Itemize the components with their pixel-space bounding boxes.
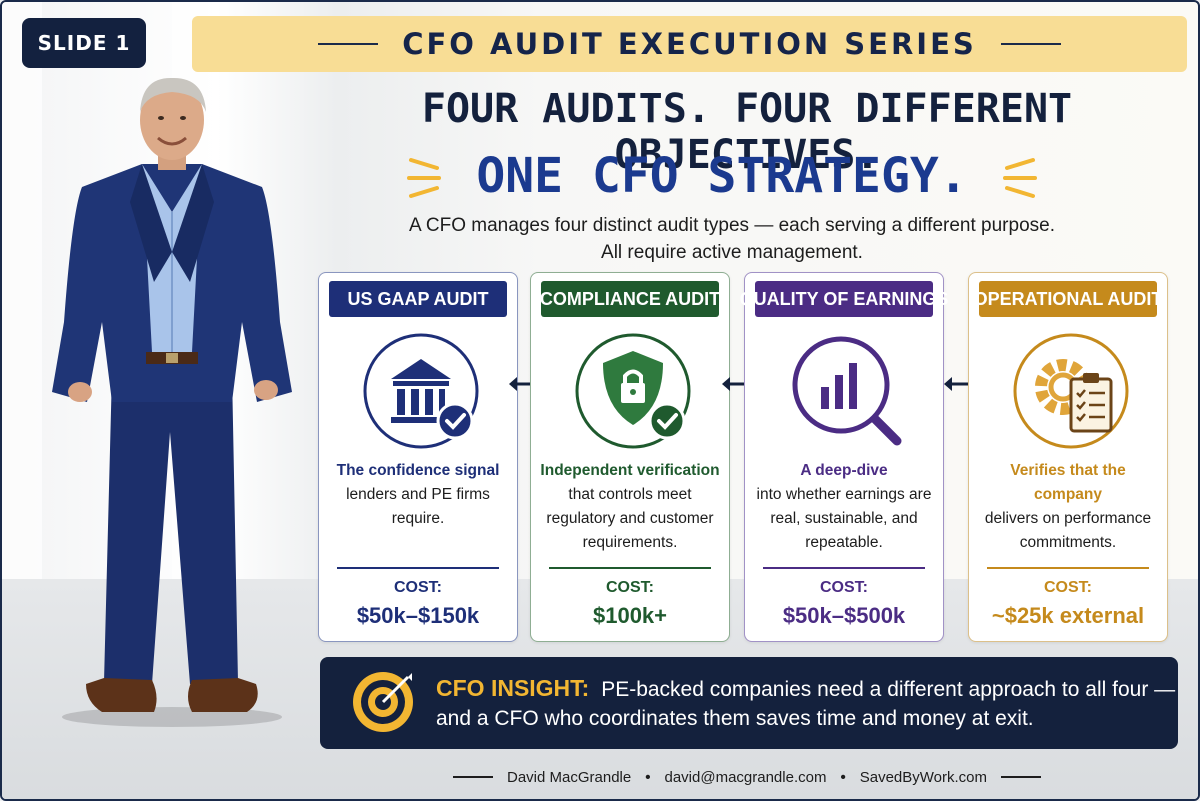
- card-divider: [763, 567, 925, 569]
- card-description-rest: into whether earnings are real, sustaina…: [756, 486, 932, 551]
- target-icon: [353, 672, 413, 732]
- card-description-rest: that controls meet regulatory and custom…: [546, 486, 714, 551]
- card-cost-label: COST:: [394, 579, 442, 596]
- card-cost-value: ~$25k external: [991, 603, 1145, 628]
- card-description-strong: A deep-dive: [800, 462, 888, 479]
- card-cost-value: $50k–$500k: [782, 603, 906, 628]
- intro-line-1: A CFO manages four distinct audit types …: [409, 215, 1055, 236]
- card-divider: [549, 567, 711, 569]
- card-description-strong: Verifies that the company: [1010, 462, 1126, 503]
- insight-label: CFO INSIGHT:: [436, 675, 590, 701]
- slide-badge: SLIDE 1: [22, 18, 146, 68]
- subheadline-wrap: ONE CFO STRATEGY.: [422, 146, 1022, 206]
- bank-check-icon: [363, 333, 479, 449]
- card-description: Verifies that the company delivers on pe…: [977, 459, 1159, 555]
- footer-name: David MacGrandle: [507, 768, 632, 786]
- footer-separator: •: [840, 768, 846, 786]
- presenter-portrait: [52, 77, 292, 727]
- insight-text-1: PE-backed companies need a different app…: [601, 678, 1176, 701]
- card-title: COMPLIANCE AUDIT: [540, 281, 720, 317]
- card-description: The confidence signal lenders and PE fir…: [327, 459, 509, 531]
- accent-burst-right-icon: [1003, 158, 1037, 198]
- card-description-strong: The confidence signal: [336, 462, 500, 479]
- banner-rule: [318, 43, 379, 45]
- card-description: Independent verification that controls m…: [539, 459, 721, 555]
- magnifier-chart-icon: [792, 336, 902, 446]
- card-description: A deep-dive into whether earnings are re…: [753, 459, 935, 555]
- subheadline: ONE CFO STRATEGY.: [476, 148, 968, 204]
- footer-email[interactable]: david@macgrandle.com: [664, 768, 827, 786]
- banner-rule: [1000, 43, 1061, 45]
- shield-lock-icon: [575, 333, 691, 449]
- audit-card-us-gaap: US GAAP AUDIT The confidence signal lend…: [318, 272, 518, 642]
- footer-website[interactable]: SavedByWork.com: [859, 768, 987, 786]
- footer-rule: [453, 776, 493, 778]
- card-description-rest: lenders and PE firms require.: [346, 486, 490, 527]
- card-cost-value: $100k+: [592, 603, 668, 628]
- card-cost-label: COST:: [606, 579, 654, 596]
- card-title: US GAAP AUDIT: [329, 281, 507, 317]
- cfo-insight-box: CFO INSIGHT: PE-backed companies need a …: [320, 657, 1178, 749]
- footer: David MacGrandle • david@macgrandle.com …: [302, 765, 1192, 789]
- card-divider: [337, 567, 499, 569]
- footer-separator: •: [645, 768, 651, 786]
- card-description-strong: Independent verification: [540, 462, 720, 479]
- card-description-rest: delivers on performance commitments.: [984, 510, 1152, 551]
- audit-card-quality-of-earnings: QUALITY OF EARNINGS A deep-dive into whe…: [740, 272, 948, 642]
- audit-card-operational: OPERATIONAL AUDIT Verifies that the comp…: [968, 272, 1168, 642]
- series-banner: CFO AUDIT EXECUTION SERIES: [192, 16, 1187, 72]
- card-cost-label: COST:: [820, 579, 868, 596]
- insight-line-1: CFO INSIGHT: PE-backed companies need a …: [436, 675, 1175, 702]
- gear-clipboard-icon: [1013, 333, 1129, 449]
- card-title: QUALITY OF EARNINGS: [740, 281, 948, 317]
- card-cost-value: $50k–$150k: [356, 603, 480, 628]
- insight-text-2: and a CFO who coordinates them saves tim…: [436, 707, 1034, 730]
- card-cost-label: COST:: [1044, 579, 1092, 596]
- intro-text: A CFO manages four distinct audit types …: [332, 212, 1132, 266]
- audit-card-compliance: COMPLIANCE AUDIT Independent verificatio…: [530, 272, 730, 642]
- intro-line-2: All require active management.: [601, 242, 863, 263]
- headline: FOUR AUDITS. FOUR DIFFERENT OBJECTIVES.: [421, 86, 1073, 178]
- card-divider: [987, 567, 1149, 569]
- card-title: OPERATIONAL AUDIT: [974, 281, 1162, 317]
- footer-rule: [1000, 776, 1041, 778]
- accent-burst-left-icon: [407, 158, 441, 198]
- series-title: CFO AUDIT EXECUTION SERIES: [402, 27, 977, 61]
